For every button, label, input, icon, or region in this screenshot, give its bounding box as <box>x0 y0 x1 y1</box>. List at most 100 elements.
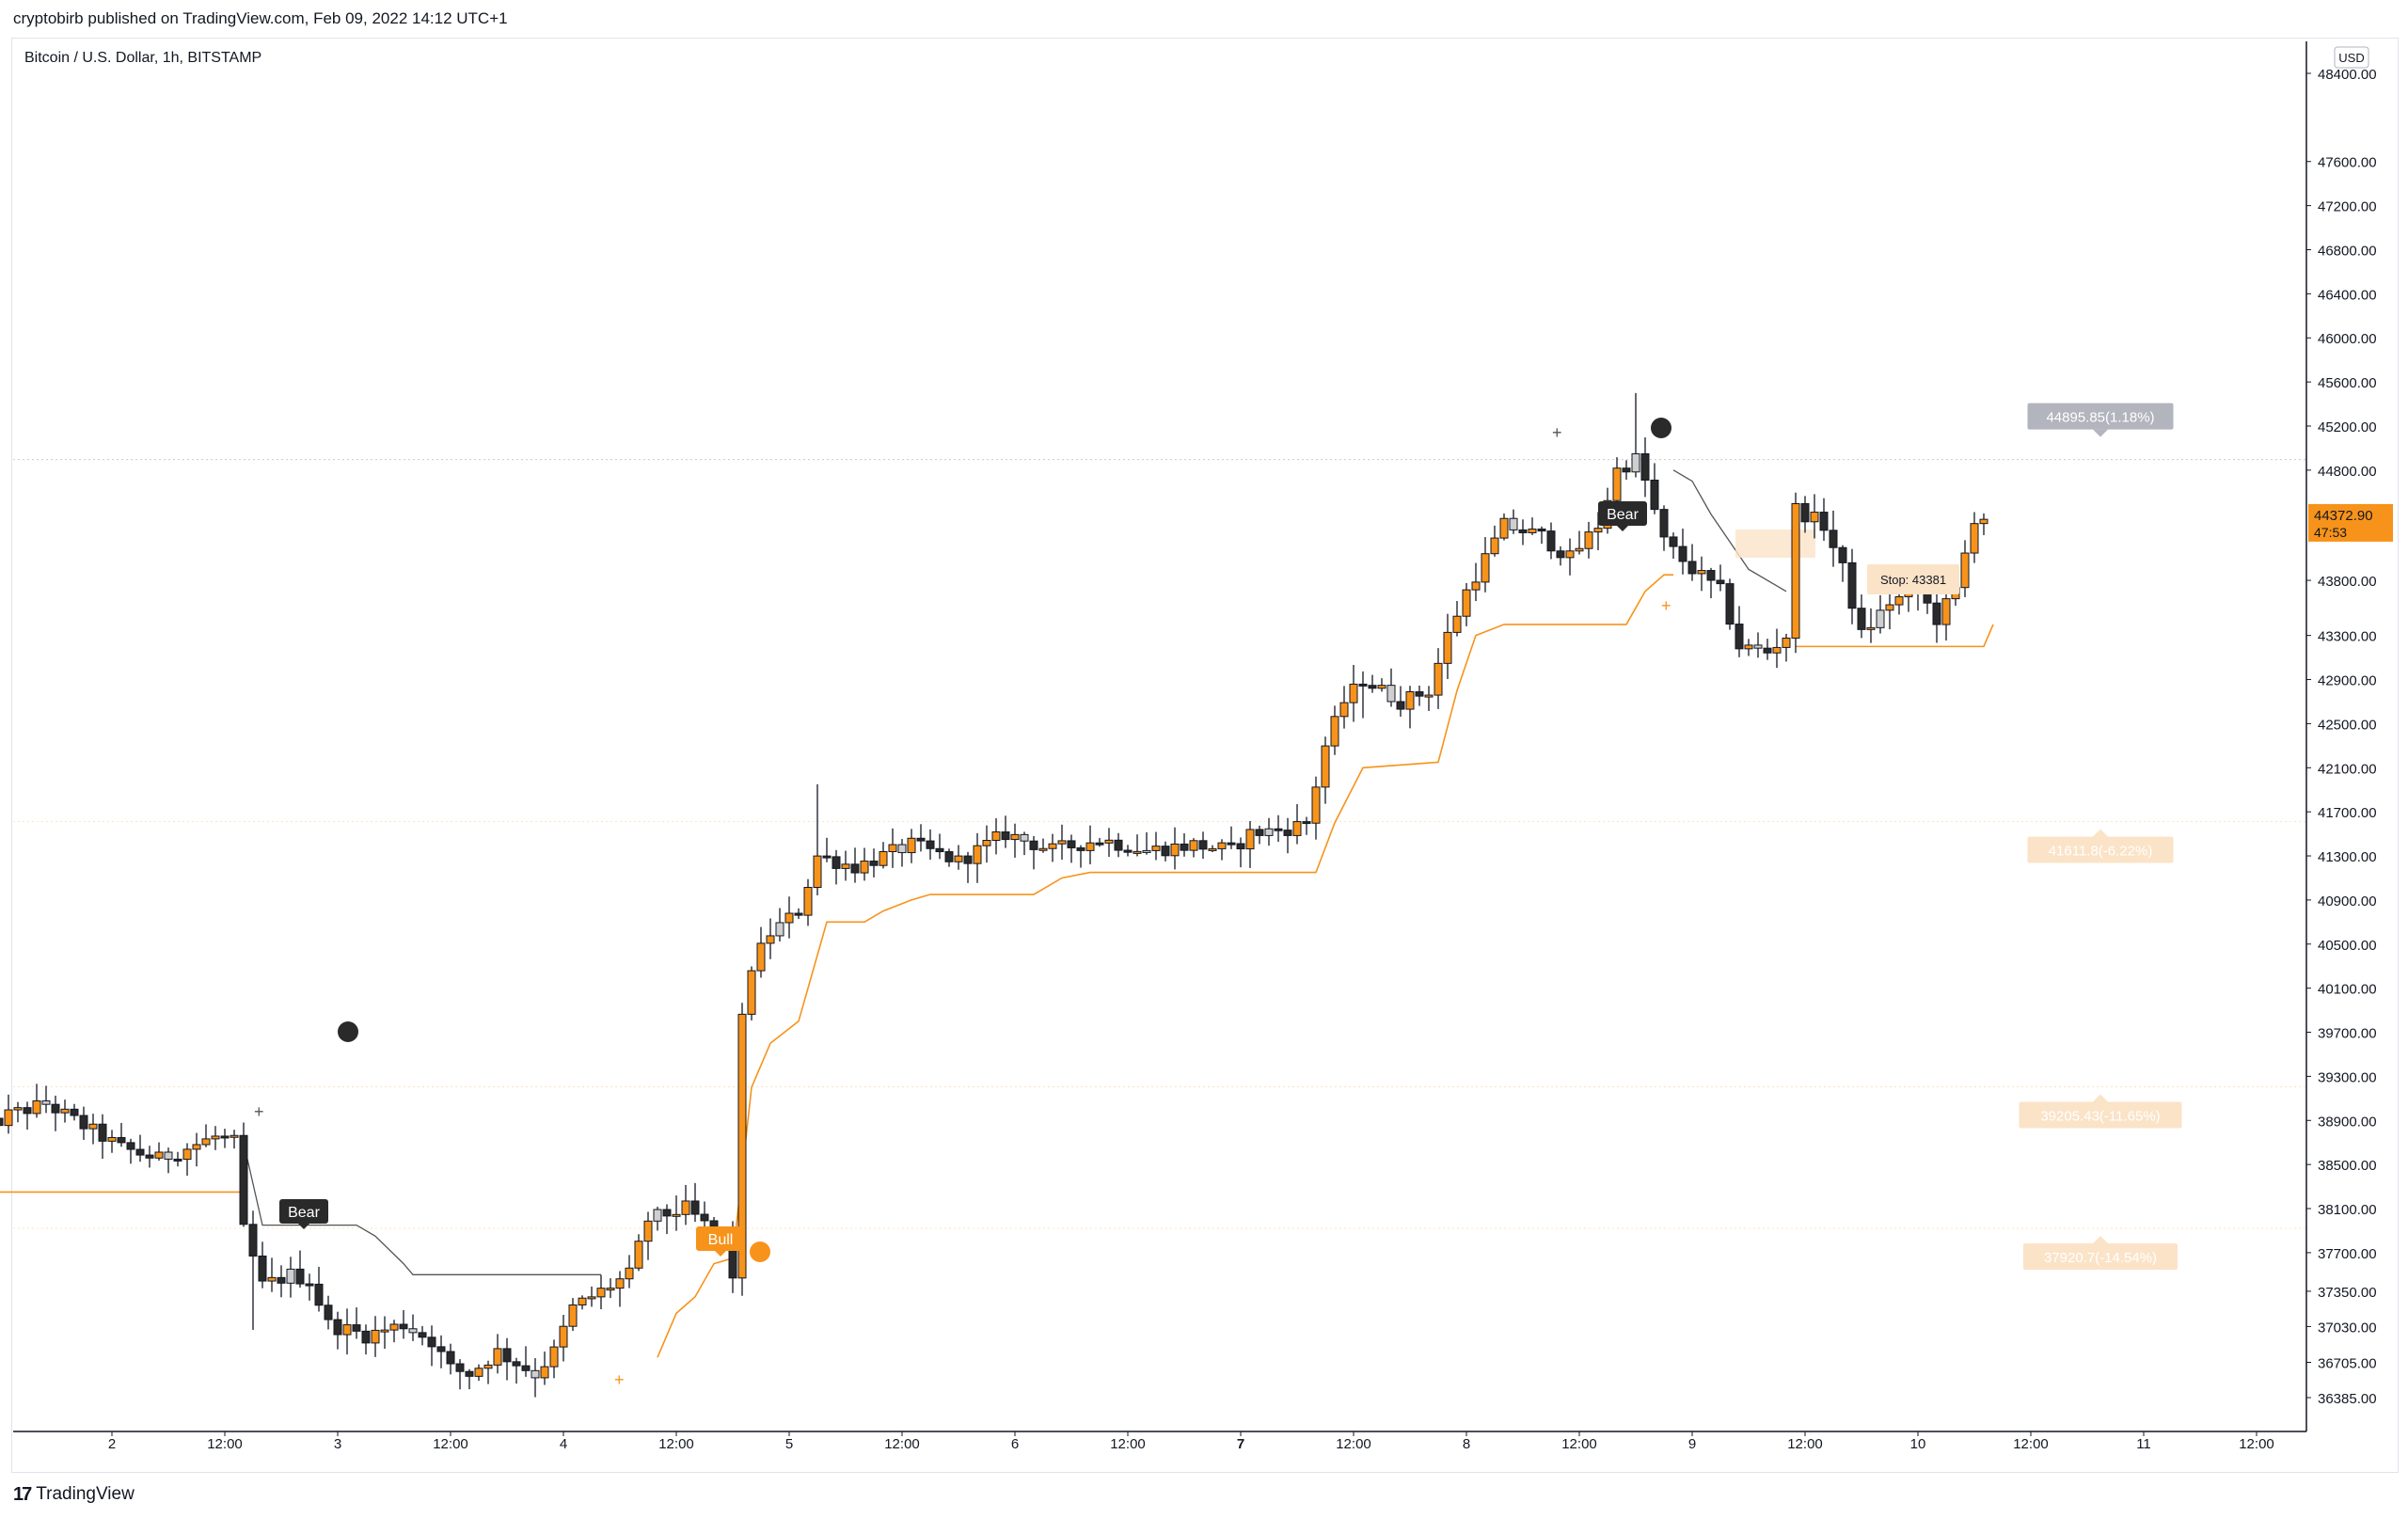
candle-body <box>625 1267 634 1280</box>
time-tick-label: 9 <box>1688 1436 1696 1452</box>
tradingview-footer[interactable]: 17 TradingView <box>13 1482 135 1507</box>
candle-body <box>465 1370 474 1377</box>
candle <box>681 1184 690 1225</box>
candle <box>1829 510 1838 567</box>
candle <box>1217 839 1227 861</box>
price-tick-label: 46400.00 <box>2318 287 2377 303</box>
candle <box>79 1106 88 1140</box>
candle-body <box>455 1363 465 1372</box>
candle-body <box>1735 624 1744 650</box>
candle-body <box>1960 552 1970 589</box>
candle-body <box>634 1241 643 1269</box>
candle-body <box>1292 821 1302 836</box>
candle-body <box>239 1134 248 1225</box>
candle <box>1227 826 1236 849</box>
tradingview-brand: TradingView <box>36 1484 135 1504</box>
price-tick-label: 43800.00 <box>2318 574 2377 590</box>
candle-body <box>4 1109 13 1127</box>
candle-body <box>1198 840 1208 850</box>
time-tick-label: 12:00 <box>1561 1436 1597 1452</box>
candle-body <box>737 1013 747 1279</box>
price-tick-label: 42500.00 <box>2318 717 2377 733</box>
candle-body <box>1104 839 1114 844</box>
price-tick-label: 42100.00 <box>2318 761 2377 777</box>
candle-body <box>1151 846 1161 851</box>
candle-body <box>1772 646 1782 654</box>
candle-body <box>1321 745 1330 788</box>
candle-body <box>615 1278 625 1289</box>
bear-stop-line <box>1672 469 1787 593</box>
target-label: 37920.7(-14.54%) <box>2023 1236 2178 1271</box>
candle <box>1716 564 1725 592</box>
candle <box>427 1325 436 1367</box>
time-tick-label: 2 <box>108 1436 116 1452</box>
candle <box>1095 838 1104 847</box>
candle <box>568 1298 578 1332</box>
candle <box>380 1316 389 1350</box>
candle <box>502 1337 512 1381</box>
candle <box>1753 632 1763 658</box>
candle <box>389 1320 399 1343</box>
candle-body <box>1640 452 1650 481</box>
candle <box>70 1103 79 1121</box>
candle-body <box>803 887 813 916</box>
candle <box>164 1147 173 1174</box>
candle-body <box>1067 840 1076 848</box>
candle <box>286 1257 295 1298</box>
candle-body <box>1838 546 1847 563</box>
candle-body <box>1593 528 1603 533</box>
candle <box>333 1311 342 1350</box>
candle-body <box>879 851 888 866</box>
trailing-stop-line <box>657 574 1673 1358</box>
candle <box>907 829 916 863</box>
chart-frame[interactable] <box>11 38 2399 1473</box>
candle-body <box>88 1123 98 1130</box>
candle <box>1556 546 1565 566</box>
target-label-pointer <box>2093 1236 2108 1244</box>
candle <box>1048 833 1057 862</box>
candle <box>1349 665 1358 722</box>
price-tick-label: 40100.00 <box>2318 982 2377 998</box>
candle-body <box>502 1348 512 1363</box>
price-tick-label: 36385.00 <box>2318 1391 2377 1407</box>
candle <box>1932 589 1941 643</box>
candle <box>1546 522 1556 560</box>
price-tick-label: 45200.00 <box>2318 419 2377 435</box>
candle-body <box>1161 846 1170 857</box>
candle <box>1198 831 1208 860</box>
bear-signal-dot <box>1651 418 1671 438</box>
candle-body <box>1085 842 1095 851</box>
candle <box>1706 567 1716 599</box>
signal-tag-pointer <box>1617 526 1628 531</box>
candle-body <box>361 1330 371 1344</box>
candle <box>1744 639 1753 656</box>
candle <box>60 1099 70 1123</box>
candle-body <box>371 1329 380 1344</box>
candle <box>1368 674 1377 693</box>
candle-body <box>1434 662 1443 696</box>
candle-body <box>775 922 784 937</box>
target-label-text: 44895.85(1.18%) <box>2046 410 2154 426</box>
candle-body <box>1170 843 1180 857</box>
candle <box>1029 835 1038 870</box>
label-layer: Bitcoin / U.S. Dollar, 1h, BITSTAMP 44895… <box>24 50 2393 1271</box>
candle-body <box>1114 839 1123 851</box>
candle-body <box>32 1100 41 1115</box>
target-label-text: 41611.8(-6.22%) <box>2049 843 2153 859</box>
candle <box>1208 845 1217 853</box>
time-tick-label: 10 <box>1910 1436 1926 1452</box>
candle-body <box>897 844 907 854</box>
candle-body <box>1274 828 1283 831</box>
candle-body <box>578 1297 587 1305</box>
candle-body <box>860 861 869 874</box>
candle-body <box>1819 512 1829 531</box>
time-tick-label: 12:00 <box>2239 1436 2274 1452</box>
candle-body <box>211 1135 220 1140</box>
candle <box>1104 828 1114 858</box>
candle-body <box>888 844 897 853</box>
bear-signal-dot <box>338 1021 358 1042</box>
candle-body <box>935 847 944 853</box>
signal-tag-pointer <box>298 1224 309 1229</box>
